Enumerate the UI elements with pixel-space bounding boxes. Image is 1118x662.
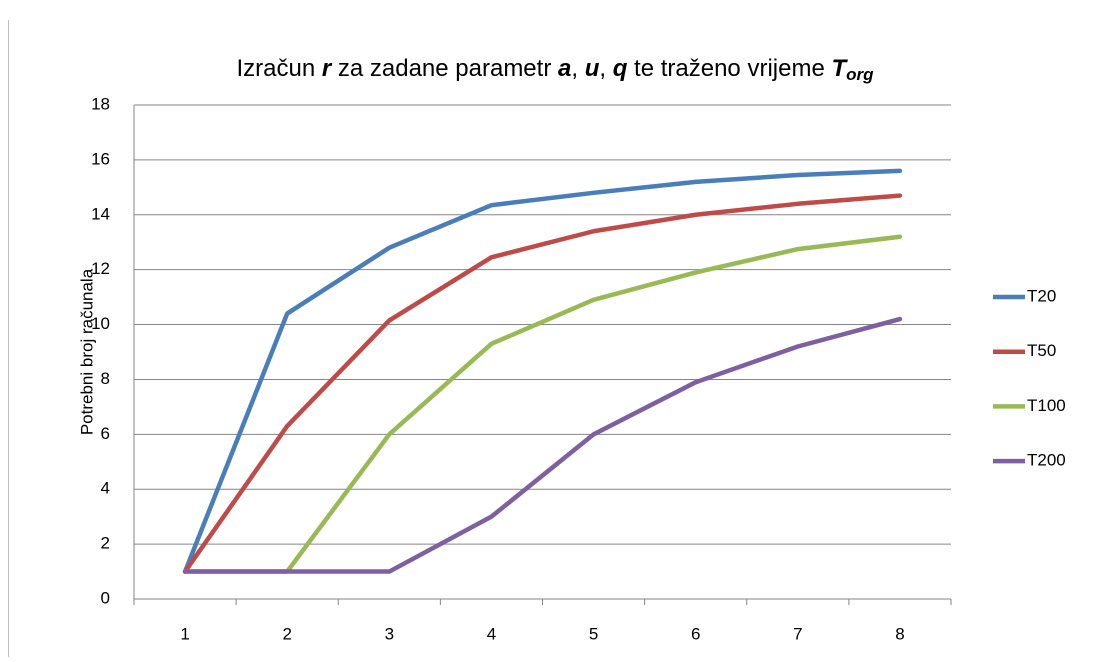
legend-label: T200 [1027, 451, 1066, 470]
title-segment: te traženo vrijeme [627, 55, 831, 82]
title-segment: , [599, 55, 612, 82]
y-tick-label: 0 [101, 588, 110, 607]
x-tick-label: 1 [180, 624, 189, 643]
x-tick-label: 3 [385, 624, 394, 643]
x-tick-label: 7 [793, 624, 802, 643]
title-segment: , [571, 55, 584, 82]
series-line [182, 168, 903, 574]
chart-title: Izračun r za zadane parametr a, u, q te … [236, 55, 874, 84]
title-segment: Izračun [236, 55, 321, 82]
y-tick-label: 18 [91, 94, 110, 113]
x-tick-label: 8 [895, 624, 904, 643]
x-tick-label: 5 [589, 624, 598, 643]
title-segment: za zadane parametr [331, 55, 558, 82]
y-tick-label: 8 [101, 369, 110, 388]
x-tick-label: 6 [691, 624, 700, 643]
legend-label: T50 [1027, 341, 1056, 360]
y-tick-label: 2 [101, 534, 110, 553]
y-tick-label: 4 [101, 479, 110, 498]
y-tick-label: 16 [91, 149, 110, 168]
x-tick-label: 2 [282, 624, 291, 643]
x-tick-label: 4 [487, 624, 496, 643]
title-segment: a [558, 55, 571, 82]
title-segment: org [846, 65, 874, 84]
title-segment: r [322, 55, 333, 82]
y-tick-label: 6 [101, 424, 110, 443]
series-line [182, 193, 903, 574]
y-tick-label: 12 [91, 259, 110, 278]
legend-label: T100 [1027, 396, 1066, 415]
title-segment: u [585, 55, 600, 82]
y-axis-label: Potrebni broj računala [77, 268, 96, 435]
title-segment: q [613, 55, 628, 82]
y-tick-label: 14 [91, 204, 110, 223]
y-tick-label: 10 [91, 314, 110, 333]
legend-label: T20 [1027, 286, 1056, 305]
series-line [182, 234, 903, 574]
title-segment: T [831, 55, 848, 82]
series-line [182, 316, 903, 574]
